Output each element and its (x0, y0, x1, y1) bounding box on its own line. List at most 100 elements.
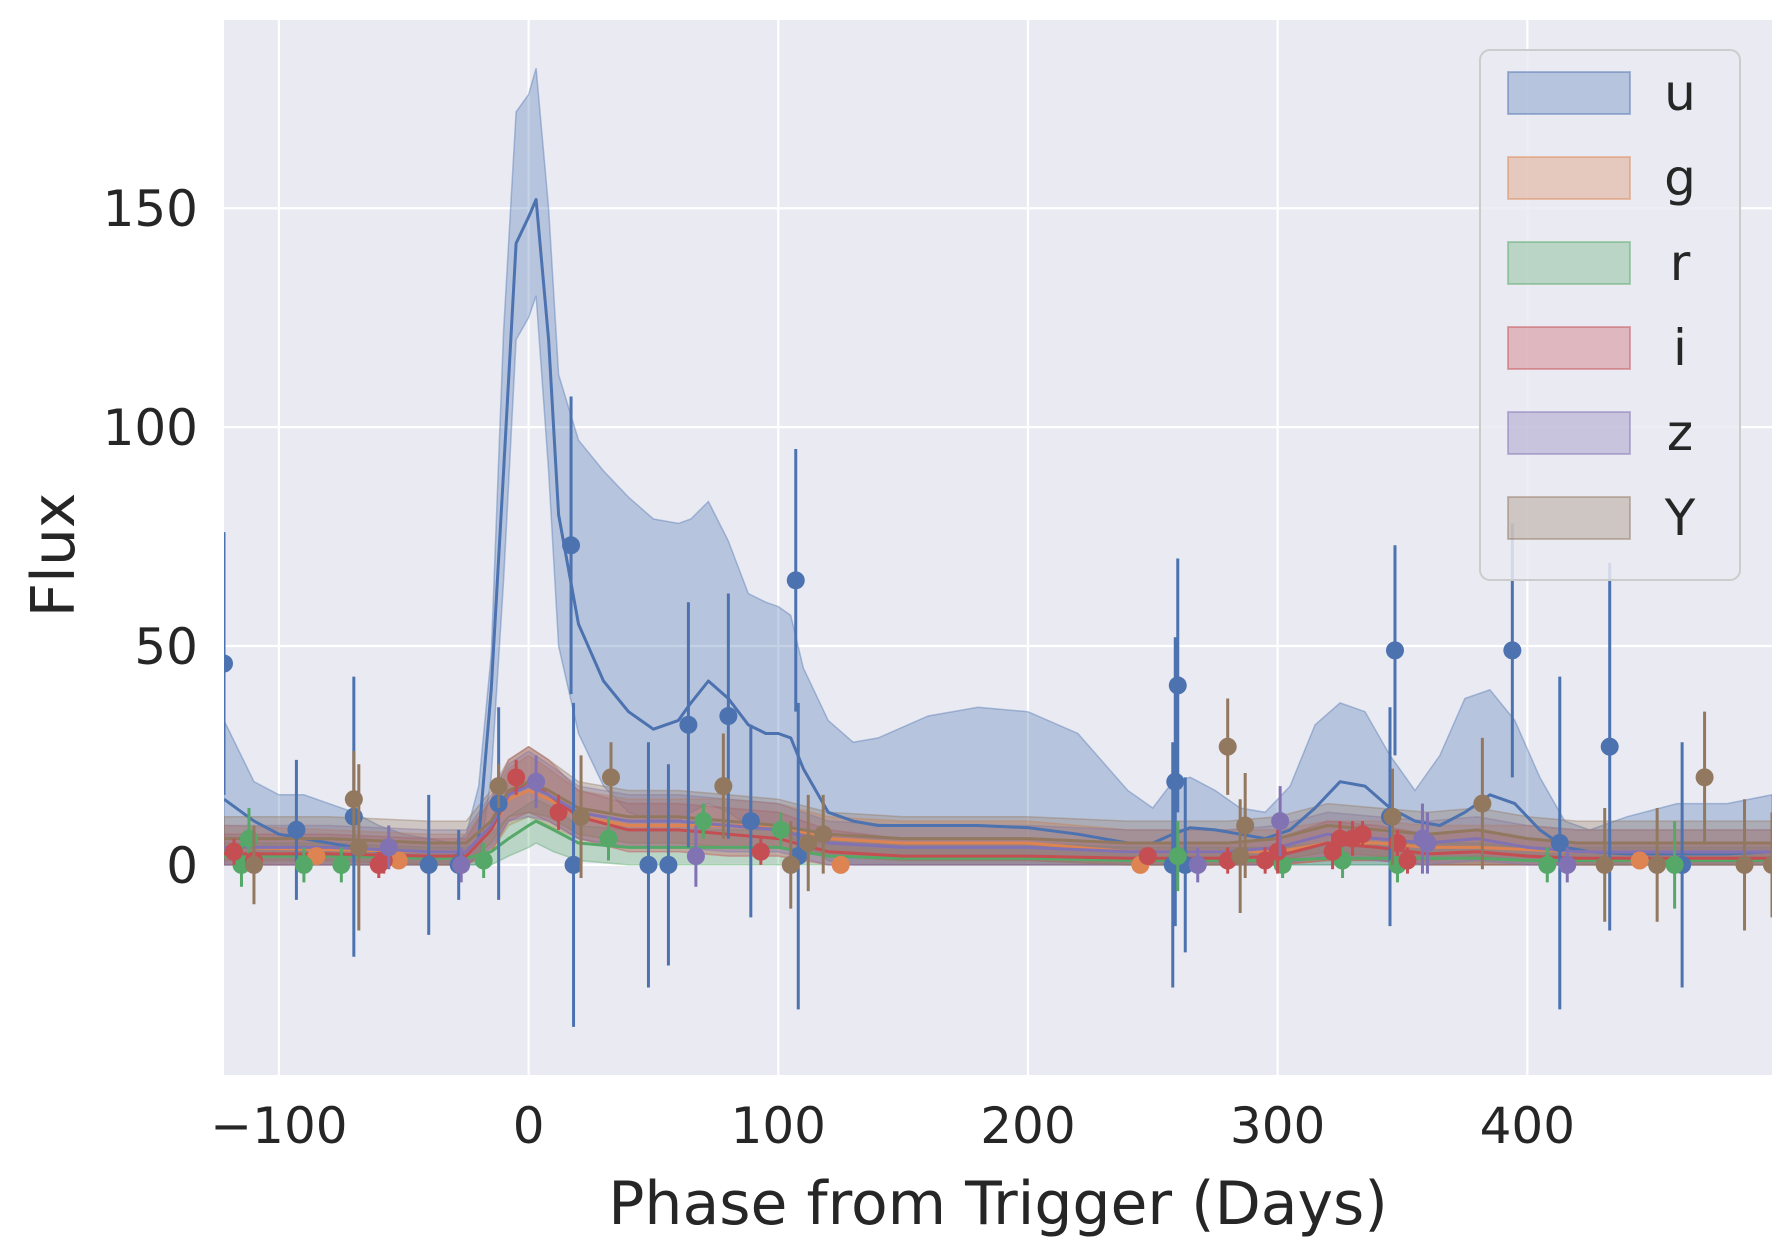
marker-u (1550, 833, 1569, 852)
data-point-Y (1735, 799, 1754, 931)
legend-swatch-Y (1507, 496, 1631, 540)
marker-Y (1735, 855, 1754, 874)
marker-u (1166, 772, 1185, 791)
data-point-r (332, 847, 351, 883)
legend-item-Y: Y (1507, 489, 1696, 547)
marker-u (659, 855, 678, 874)
marker-g (307, 847, 326, 866)
marker-Y (1236, 816, 1255, 835)
marker-u (1600, 737, 1619, 756)
marker-Y (714, 777, 733, 796)
marker-r (1665, 855, 1684, 874)
data-point-z (686, 825, 705, 887)
legend-label-Y: Y (1664, 489, 1696, 547)
data-point-u (1168, 558, 1187, 813)
data-point-Y (1473, 737, 1492, 870)
x-axis-label: Phase from Trigger (Days) (608, 1169, 1387, 1239)
data-point-Y (489, 764, 508, 808)
marker-Y (1218, 737, 1237, 756)
data-point-i (1138, 847, 1157, 866)
data-point-Y (1383, 768, 1402, 865)
legend-label-i: i (1673, 319, 1687, 377)
y-tick-label: 0 (166, 837, 198, 895)
marker-Y (602, 768, 620, 787)
data-point-Y (814, 794, 833, 874)
marker-u (639, 855, 658, 874)
data-point-u (562, 396, 581, 695)
marker-g (831, 855, 850, 874)
marker-g (1630, 851, 1649, 870)
x-tick-label: 100 (731, 1097, 826, 1155)
marker-Y (1473, 794, 1492, 813)
data-point-r (1168, 821, 1187, 892)
marker-u (786, 571, 805, 590)
model-line-r (224, 819, 1772, 862)
marker-g (389, 851, 408, 870)
data-point-g (1630, 851, 1649, 870)
legend-frame (1479, 49, 1741, 581)
x-tick-label: 400 (1480, 1097, 1575, 1155)
data-point-i (1268, 829, 1287, 874)
marker-i (1138, 847, 1157, 866)
data-point-u (786, 449, 805, 712)
data-point-g (831, 855, 850, 874)
marker-u (1503, 641, 1522, 660)
marker-i (507, 768, 526, 787)
marker-z (1418, 833, 1437, 852)
marker-u (224, 654, 233, 673)
data-point-Y (799, 794, 818, 892)
legend-label-u: u (1664, 64, 1696, 122)
data-point-u (1550, 676, 1569, 1010)
marker-i (224, 842, 243, 861)
data-point-r (1665, 821, 1684, 909)
marker-z (1271, 812, 1290, 831)
y-tick-label: 100 (103, 399, 198, 457)
data-point-Y (1218, 698, 1237, 795)
data-point-i (1398, 847, 1417, 874)
legend-label-z: z (1667, 404, 1693, 462)
x-tick-labels: −100 0 100 200 300 400 (210, 1097, 1575, 1155)
observation-points (224, 396, 1772, 1027)
data-point-u (287, 759, 306, 900)
marker-r (332, 855, 351, 874)
legend-item-u: u (1507, 64, 1696, 122)
marker-i (1398, 851, 1417, 870)
x-tick-label: 300 (1230, 1097, 1325, 1155)
marker-z (379, 838, 398, 857)
marker-u (1168, 676, 1187, 695)
marker-u (562, 536, 581, 555)
data-point-u (224, 532, 233, 795)
data-point-r (694, 803, 713, 839)
marker-u (287, 820, 306, 839)
marker-Y (799, 833, 818, 852)
marker-r (771, 820, 790, 839)
marker-Y (572, 807, 591, 826)
data-point-i (507, 759, 526, 795)
legend-label-r: r (1670, 234, 1691, 292)
marker-z (686, 847, 705, 866)
data-point-r (771, 812, 790, 848)
data-point-r (599, 816, 618, 861)
marker-Y (349, 838, 368, 857)
marker-u (1385, 641, 1404, 660)
x-tick-label: −100 (210, 1097, 347, 1155)
marker-u (741, 812, 760, 831)
data-point-u (639, 742, 658, 988)
legend-swatch-r (1507, 241, 1631, 285)
data-point-Y (572, 755, 591, 879)
marker-Y (1695, 768, 1714, 787)
data-point-r (1538, 847, 1557, 883)
data-point-z (1271, 786, 1290, 857)
marker-r (294, 855, 313, 874)
data-point-z (1418, 812, 1437, 874)
data-point-Y (1763, 812, 1772, 918)
legend-item-i: i (1507, 319, 1687, 377)
data-point-r (474, 842, 493, 879)
marker-r (694, 812, 713, 831)
data-point-r (294, 847, 313, 883)
marker-i (751, 842, 770, 861)
data-point-Y (781, 821, 800, 909)
legend-swatch-g (1507, 156, 1631, 200)
marker-i (1353, 825, 1372, 844)
